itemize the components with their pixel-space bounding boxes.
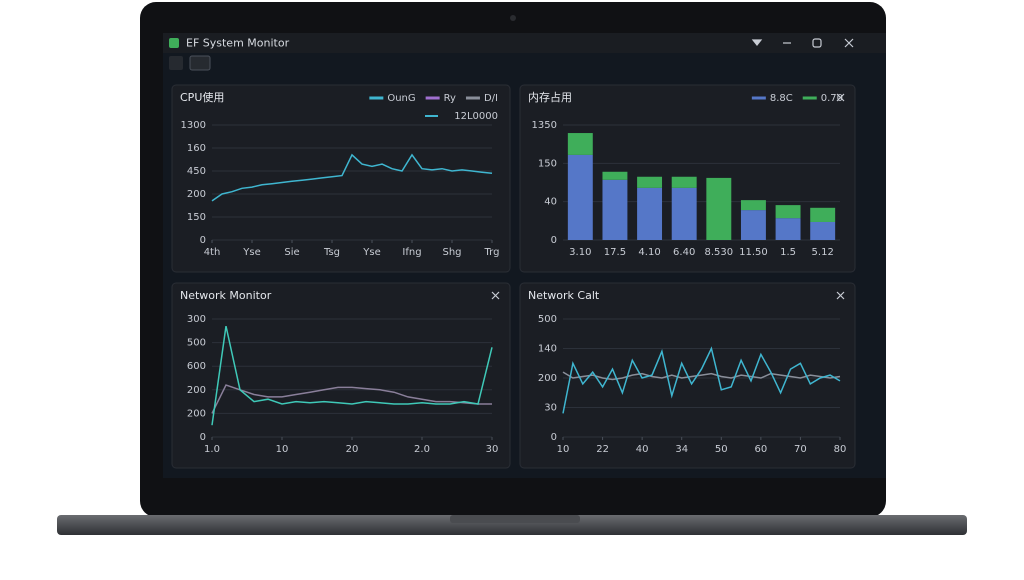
y-tick-label: 500 xyxy=(538,314,557,325)
legend-label: Ry xyxy=(444,93,456,104)
x-tick-label: Sie xyxy=(284,247,299,258)
x-tick-label: 5.12 xyxy=(812,247,834,258)
x-tick-label: 4th xyxy=(204,247,221,258)
x-tick-label: Tsg xyxy=(323,247,340,258)
y-tick-label: 160 xyxy=(187,143,206,154)
y-tick-label: 30 xyxy=(544,403,557,414)
y-tick-label: 150 xyxy=(187,212,206,223)
panel-title: Network Calt xyxy=(528,289,600,302)
window-title: EF System Monitor xyxy=(186,37,290,50)
window-controls[interactable] xyxy=(751,38,854,48)
camera xyxy=(510,15,516,21)
y-tick-label: 1350 xyxy=(532,120,557,131)
line-series xyxy=(562,346,841,414)
close-button[interactable] xyxy=(836,291,845,300)
x-tick-label: 17.5 xyxy=(604,247,626,258)
y-tick-label: 200 xyxy=(187,385,206,396)
x-tick-label: 20 xyxy=(346,444,359,455)
x-tick-label: 11.50 xyxy=(739,247,768,258)
panel-title: CPU使用 xyxy=(180,91,224,104)
y-tick-label: 0 xyxy=(200,235,206,246)
y-tick-label: 450 xyxy=(187,166,206,177)
x-tick-label: 22 xyxy=(596,444,609,455)
bar-segment xyxy=(637,176,663,188)
x-tick-label: 34 xyxy=(675,444,688,455)
x-tick-label: 1.0 xyxy=(204,444,220,455)
legend-label: 0.70 xyxy=(821,93,843,104)
laptop-notch xyxy=(450,515,580,523)
laptop-base xyxy=(57,515,967,535)
x-tick-label: 40 xyxy=(636,444,649,455)
y-tick-label: 1300 xyxy=(181,120,206,131)
line-series xyxy=(562,371,841,381)
legend-label: OunG xyxy=(387,93,415,104)
y-tick-label: 200 xyxy=(187,189,206,200)
bar-segment xyxy=(567,154,593,240)
panel xyxy=(171,282,511,469)
panel xyxy=(171,84,511,273)
x-tick-label: 50 xyxy=(715,444,728,455)
close-button[interactable] xyxy=(491,291,500,300)
close-button[interactable] xyxy=(836,93,845,102)
bar-segment xyxy=(671,187,697,240)
bar-segment xyxy=(740,210,766,240)
y-tick-label: 200 xyxy=(538,373,557,384)
x-tick-label: 6.40 xyxy=(673,247,695,258)
x-tick-label: 60 xyxy=(754,444,767,455)
x-tick-label: 30 xyxy=(486,444,499,455)
bar-segment xyxy=(775,218,801,240)
bar-segment xyxy=(740,200,766,211)
y-tick-label: 150 xyxy=(538,158,557,169)
app-icon xyxy=(169,38,179,48)
bar-segment xyxy=(706,177,732,240)
x-tick-label: 70 xyxy=(794,444,807,455)
x-tick-label: Yse xyxy=(242,247,260,258)
x-tick-label: 4.10 xyxy=(638,247,660,258)
panel-title: 内存占用 xyxy=(528,90,572,104)
legend-label: 8.8C xyxy=(770,93,793,104)
line-series xyxy=(211,384,492,414)
y-tick-label: 600 xyxy=(187,361,206,372)
bar-segment xyxy=(602,171,628,180)
y-tick-label: 500 xyxy=(187,338,206,349)
bar-segment xyxy=(567,133,593,155)
y-tick-label: 300 xyxy=(187,314,206,325)
x-tick-label: 10 xyxy=(557,444,570,455)
bar-segment xyxy=(637,187,663,240)
bar-segment xyxy=(671,176,697,188)
x-tick-label: 3.10 xyxy=(569,247,591,258)
x-tick-label: Shg xyxy=(442,247,461,258)
toolbar-button[interactable] xyxy=(189,55,211,71)
bar-segment xyxy=(810,207,836,222)
toolbar-button[interactable] xyxy=(169,56,183,70)
bar-segment xyxy=(775,205,801,219)
x-tick-label: Ifng xyxy=(402,247,421,258)
y-tick-label: 40 xyxy=(544,197,557,208)
y-tick-label: 0 xyxy=(551,432,557,443)
x-tick-label: 80 xyxy=(834,444,847,455)
title-bar xyxy=(163,33,886,53)
x-tick-label: Yse xyxy=(362,247,380,258)
y-tick-label: 140 xyxy=(538,344,557,355)
y-tick-label: 0 xyxy=(551,235,557,246)
line-series xyxy=(211,153,493,202)
y-tick-label: 0 xyxy=(200,432,206,443)
bar-segment xyxy=(602,179,628,240)
x-tick-label: 10 xyxy=(276,444,289,455)
y-tick-label: 200 xyxy=(187,408,206,419)
panel-title: Network Monitor xyxy=(180,289,272,302)
x-tick-label: Trg xyxy=(484,247,500,258)
legend-label: D/I xyxy=(484,93,498,104)
legend-note: 12L0000 xyxy=(454,111,498,122)
x-tick-label: 1.5 xyxy=(780,247,796,258)
dashboard: CPU使用01502004501601300D/IRyOunG12L00004t… xyxy=(171,84,856,469)
bar-segment xyxy=(810,221,836,240)
x-tick-label: 2.0 xyxy=(414,444,430,455)
line-series xyxy=(211,325,493,426)
x-tick-label: 8.530 xyxy=(704,247,733,258)
